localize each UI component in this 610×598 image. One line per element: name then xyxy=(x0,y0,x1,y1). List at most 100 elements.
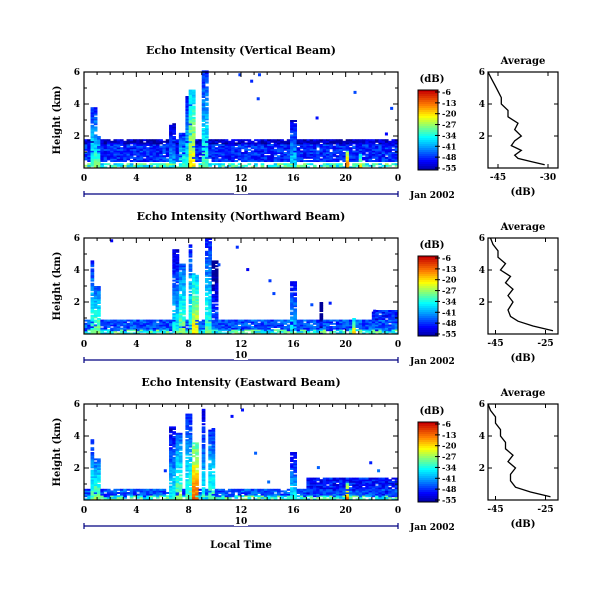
heatmap-cell xyxy=(257,144,262,146)
heatmap-cell xyxy=(205,238,209,240)
heatmap-cell xyxy=(185,456,190,459)
heatmap-cell xyxy=(286,326,291,328)
heatmap-cell xyxy=(198,153,203,156)
heatmap-cell xyxy=(335,150,340,153)
heatmap-cell xyxy=(185,447,190,450)
heatmap-cell xyxy=(172,254,176,256)
heatmap-cell xyxy=(172,271,176,274)
heatmap-cell xyxy=(201,472,206,475)
heatmap-cell xyxy=(384,139,389,142)
heatmap-cell xyxy=(172,257,176,260)
heatmap-cell xyxy=(90,155,95,158)
heatmap-cell xyxy=(250,326,255,328)
heatmap-cell xyxy=(123,147,127,150)
heatmap-cell xyxy=(201,428,206,430)
heatmap-cell xyxy=(188,423,193,426)
heatmap-cell xyxy=(355,152,360,154)
heatmap-cell xyxy=(378,326,383,328)
heatmap-cell xyxy=(260,152,265,154)
heatmap-cell xyxy=(208,479,212,482)
heatmap-cell xyxy=(257,139,262,142)
heatmap-cell xyxy=(188,415,193,418)
heatmap-cell xyxy=(178,305,183,308)
heatmap-cell xyxy=(191,482,196,485)
heatmap-cell xyxy=(237,142,242,145)
heatmap-cell xyxy=(381,488,386,491)
heatmap-cell xyxy=(329,155,333,158)
heatmap-cell xyxy=(205,265,209,268)
heatmap-cell xyxy=(365,477,369,480)
heatmap-cell xyxy=(201,418,206,421)
heatmap-cell xyxy=(391,313,396,316)
heatmap-cell xyxy=(178,447,183,450)
heatmap-cell xyxy=(169,488,173,491)
heatmap-cell xyxy=(332,158,337,161)
heatmap-cell xyxy=(129,329,134,332)
heatmap-cell xyxy=(178,332,183,335)
heatmap-cell xyxy=(169,326,173,328)
heatmap-cell xyxy=(322,155,327,158)
heatmap-cell xyxy=(365,153,369,156)
heatmap-cell xyxy=(381,150,386,153)
heatmap-cell xyxy=(312,492,317,494)
heatmap-cell xyxy=(110,140,114,143)
heatmap-cell xyxy=(188,121,193,124)
heatmap-cell xyxy=(123,493,127,496)
heatmap-cell xyxy=(90,464,95,467)
heatmap-cell xyxy=(169,460,173,462)
heatmap-cell xyxy=(208,495,212,498)
heatmap-cell xyxy=(257,327,262,330)
heatmap-cell xyxy=(97,294,101,296)
heatmap-cell xyxy=(149,164,154,167)
heatmap-cell xyxy=(188,254,193,256)
heatmap-cell xyxy=(191,131,196,134)
heatmap-cell xyxy=(188,97,193,100)
heatmap-cell xyxy=(149,153,154,156)
heatmap-cell xyxy=(237,153,242,156)
heatmap-cell xyxy=(113,166,118,169)
heatmap-cell xyxy=(312,490,317,493)
heatmap-cell xyxy=(319,148,324,151)
average-y-tick-label: 2 xyxy=(479,464,485,474)
heatmap-cell xyxy=(319,492,324,494)
heatmap-cell xyxy=(214,294,219,296)
heatmap-cell xyxy=(205,136,209,138)
heatmap-cell xyxy=(188,476,193,478)
heatmap-cell xyxy=(352,477,356,480)
heatmap-cell xyxy=(312,487,317,490)
heatmap-cell xyxy=(205,152,209,154)
heatmap-cell xyxy=(260,330,265,333)
heatmap-cell xyxy=(342,332,347,335)
heatmap-cell xyxy=(293,316,297,319)
heatmap-cell xyxy=(191,166,196,169)
heatmap-cell xyxy=(342,498,347,501)
heatmap-cell xyxy=(254,158,258,161)
heatmap-cell xyxy=(84,158,88,161)
heatmap-cell xyxy=(211,142,216,145)
heatmap-cell xyxy=(201,76,206,79)
heatmap-cell xyxy=(378,485,383,488)
heatmap-cell xyxy=(195,476,199,478)
heatmap-cell xyxy=(188,139,193,142)
heatmap-cell xyxy=(146,142,150,145)
heatmap-cell xyxy=(188,469,193,472)
x-tick-label: 20 xyxy=(339,340,352,350)
colorbar-step xyxy=(418,312,438,315)
heatmap-cell xyxy=(358,326,363,328)
heatmap-cell xyxy=(371,321,376,324)
heatmap-cell xyxy=(205,88,209,90)
heatmap-cell xyxy=(260,490,265,493)
heatmap-cell xyxy=(352,166,356,169)
heatmap-cell xyxy=(319,493,324,496)
heatmap-cell xyxy=(205,496,209,499)
heatmap-cell xyxy=(312,319,317,322)
colorbar-tick-label: -6 xyxy=(442,87,451,97)
heatmap-cell xyxy=(221,324,226,327)
heatmap-cell xyxy=(201,89,206,92)
heatmap-cell xyxy=(87,496,91,499)
heatmap-cell xyxy=(332,490,337,493)
day-label-bg xyxy=(234,517,248,526)
heatmap-cell xyxy=(205,113,209,116)
heatmap-cell xyxy=(224,152,229,154)
heatmap-cell xyxy=(394,318,399,320)
